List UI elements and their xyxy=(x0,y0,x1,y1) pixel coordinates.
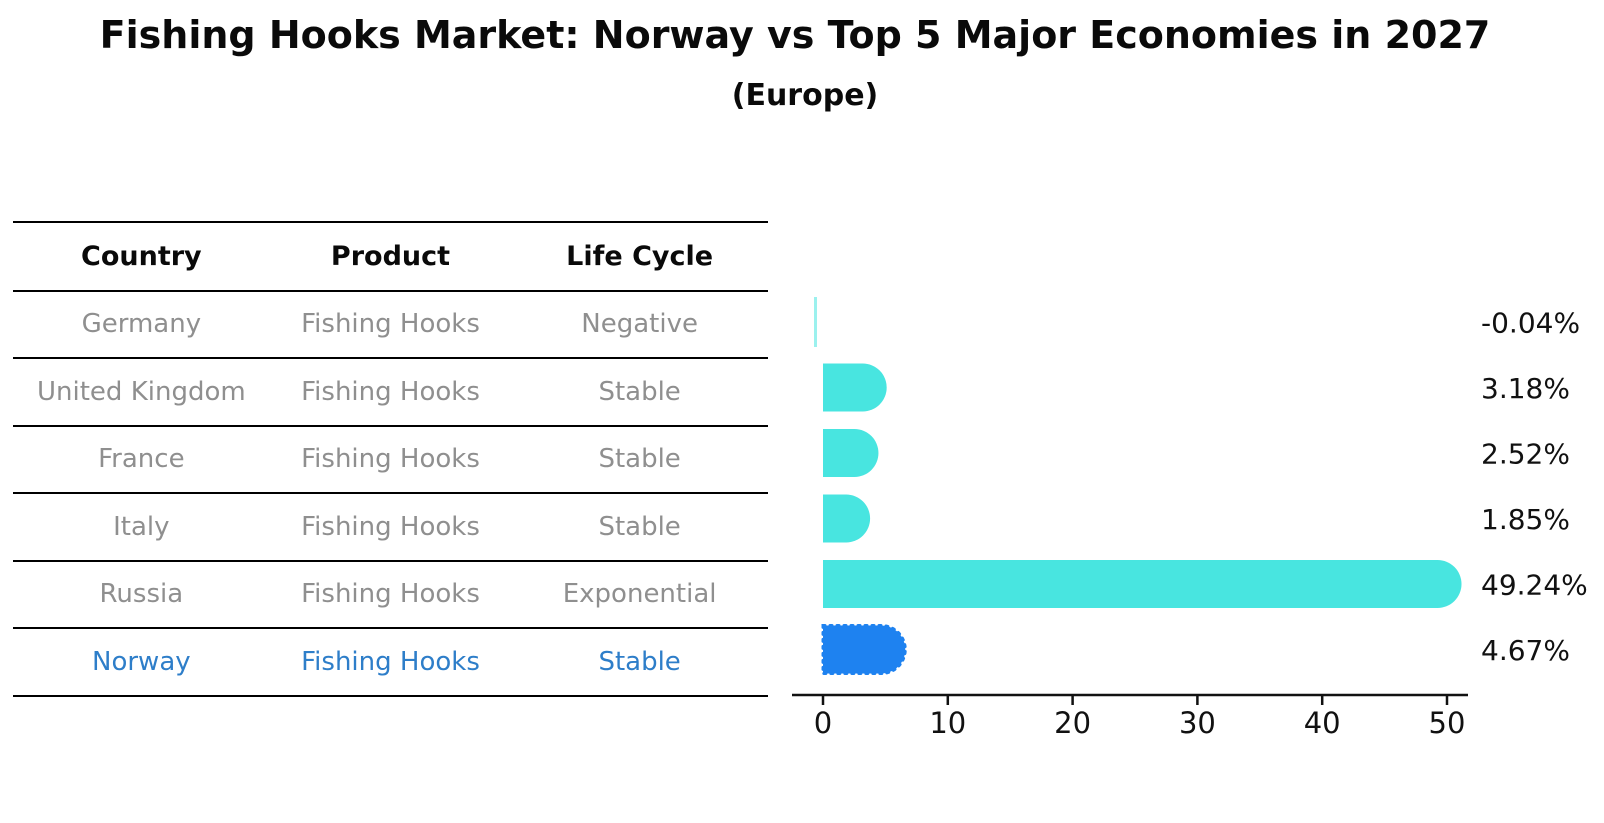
cell-product: Fishing Hooks xyxy=(301,579,480,610)
chart-title: Fishing Hooks Market: Norway vs Top 5 Ma… xyxy=(99,13,1491,57)
bar-russia xyxy=(823,560,1462,608)
cell-country: Italy xyxy=(113,511,170,542)
cell-life-cycle: Stable xyxy=(598,444,681,475)
x-tick-label-10: 10 xyxy=(929,706,966,740)
table-row: Norway Fishing Hooks Stable xyxy=(13,627,768,695)
bar-germany xyxy=(814,297,817,347)
x-tick-label-0: 0 xyxy=(814,706,832,740)
column-header-life-cycle: Life Cycle xyxy=(566,240,714,272)
bar-italy xyxy=(823,494,871,543)
value-label-united-kingdom: 3.18% xyxy=(1481,372,1570,405)
cell-life-cycle: Stable xyxy=(598,511,681,542)
table-row: Russia Fishing Hooks Exponential xyxy=(13,559,768,628)
cell-life-cycle: Exponential xyxy=(562,579,717,610)
table-row: France Fishing Hooks Stable xyxy=(13,424,768,493)
cell-country: Norway xyxy=(92,646,191,677)
value-label-russia: 49.24% xyxy=(1481,569,1588,602)
x-tick-label-20: 20 xyxy=(1054,706,1091,740)
bar-united-kingdom xyxy=(823,363,887,412)
cell-life-cycle: Negative xyxy=(581,309,698,340)
table-row: Italy Fishing Hooks Stable xyxy=(13,492,768,560)
cell-country: United Kingdom xyxy=(37,376,246,407)
bar-chart: -0.04% 3.18% 2.52% 1.85% 49.24% 4.67% 0 10 20 30 4… xyxy=(792,297,1588,740)
cell-product: Fishing Hooks xyxy=(301,309,480,340)
column-header-country: Country xyxy=(81,240,202,272)
value-label-italy: 1.85% xyxy=(1481,503,1570,536)
country-table: Country Product Life Cycle Germany Fishi… xyxy=(13,221,768,697)
cell-life-cycle: Stable xyxy=(598,376,681,407)
bar-france xyxy=(823,429,879,477)
value-label-norway: 4.67% xyxy=(1481,634,1570,667)
table-row: Germany Fishing Hooks Negative xyxy=(13,289,768,358)
chart-subtitle: (Europe) xyxy=(731,78,879,113)
table-header-row: Country Product Life Cycle xyxy=(13,223,768,290)
cell-life-cycle: Stable xyxy=(598,646,681,677)
cell-country: Germany xyxy=(81,309,202,340)
x-tick-label-40: 40 xyxy=(1304,706,1341,740)
column-header-product: Product xyxy=(330,240,451,272)
cell-product: Fishing Hooks xyxy=(301,444,480,475)
x-tick-label-30: 30 xyxy=(1179,706,1216,740)
cell-country: France xyxy=(98,444,185,475)
value-label-germany: -0.04% xyxy=(1481,307,1580,340)
cell-country: Russia xyxy=(99,579,184,610)
bar-norway xyxy=(821,624,907,675)
value-label-france: 2.52% xyxy=(1481,438,1570,471)
cell-product: Fishing Hooks xyxy=(301,646,480,677)
cell-product: Fishing Hooks xyxy=(301,511,480,542)
x-tick-label-50: 50 xyxy=(1429,706,1466,740)
cell-product: Fishing Hooks xyxy=(301,376,480,407)
table-row: United Kingdom Fishing Hooks Stable xyxy=(13,357,768,425)
